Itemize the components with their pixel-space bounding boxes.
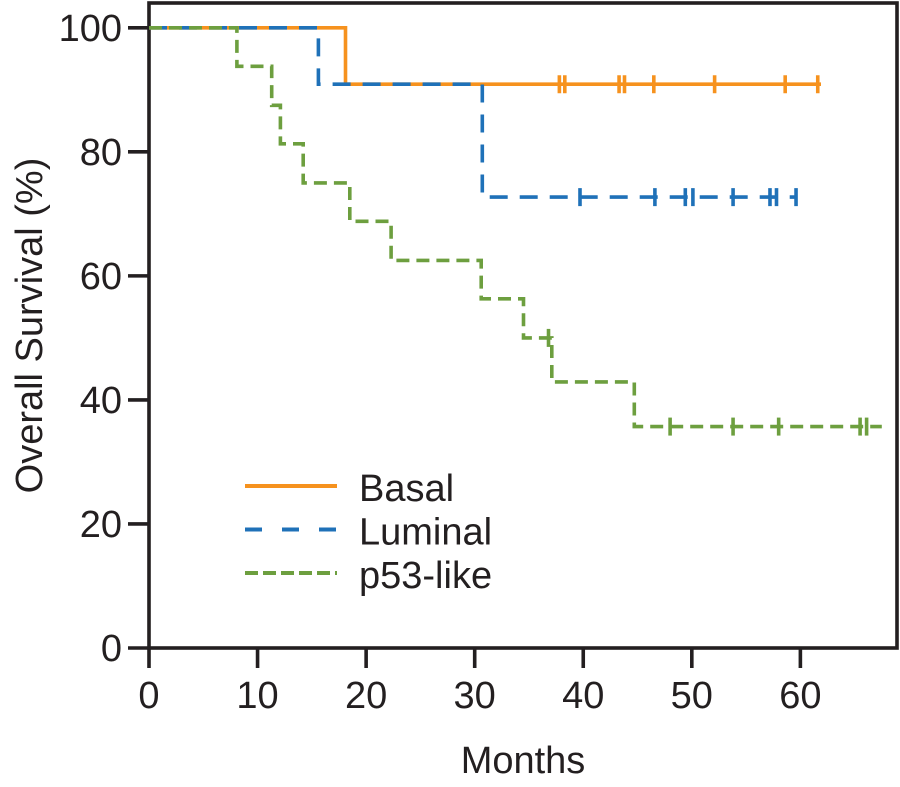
series-p53-like-line [149,26,882,429]
legend-label-p53-like: p53-like [359,555,492,597]
y-axis-label: Overall Survival (%) [9,158,51,494]
y-tick-label: 40 [80,380,122,422]
y-tick-label: 20 [80,504,122,546]
x-axis-label: Months [461,740,586,782]
x-tick-label: 0 [138,675,159,717]
x-tick-label: 60 [779,675,821,717]
y-tick-label: 100 [59,8,122,50]
y-tick-label: 0 [101,628,122,670]
x-tick-label: 40 [562,675,604,717]
series-luminal-line [149,26,796,199]
x-tick-label: 20 [345,675,387,717]
plot-border [147,1,899,650]
legend-label-luminal: Luminal [359,512,492,554]
x-tick-label: 50 [671,675,713,717]
series-basal-line [149,26,821,86]
x-tick-label: 10 [236,675,278,717]
y-tick-label: 60 [80,256,122,298]
x-tick-label: 30 [454,675,496,717]
y-tick-label: 80 [80,132,122,174]
legend-label-basal: Basal [359,468,454,510]
